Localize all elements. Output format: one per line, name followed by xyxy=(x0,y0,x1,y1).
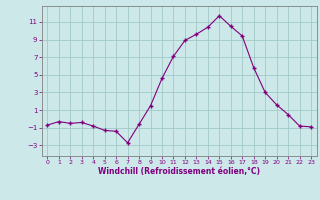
X-axis label: Windchill (Refroidissement éolien,°C): Windchill (Refroidissement éolien,°C) xyxy=(98,167,260,176)
